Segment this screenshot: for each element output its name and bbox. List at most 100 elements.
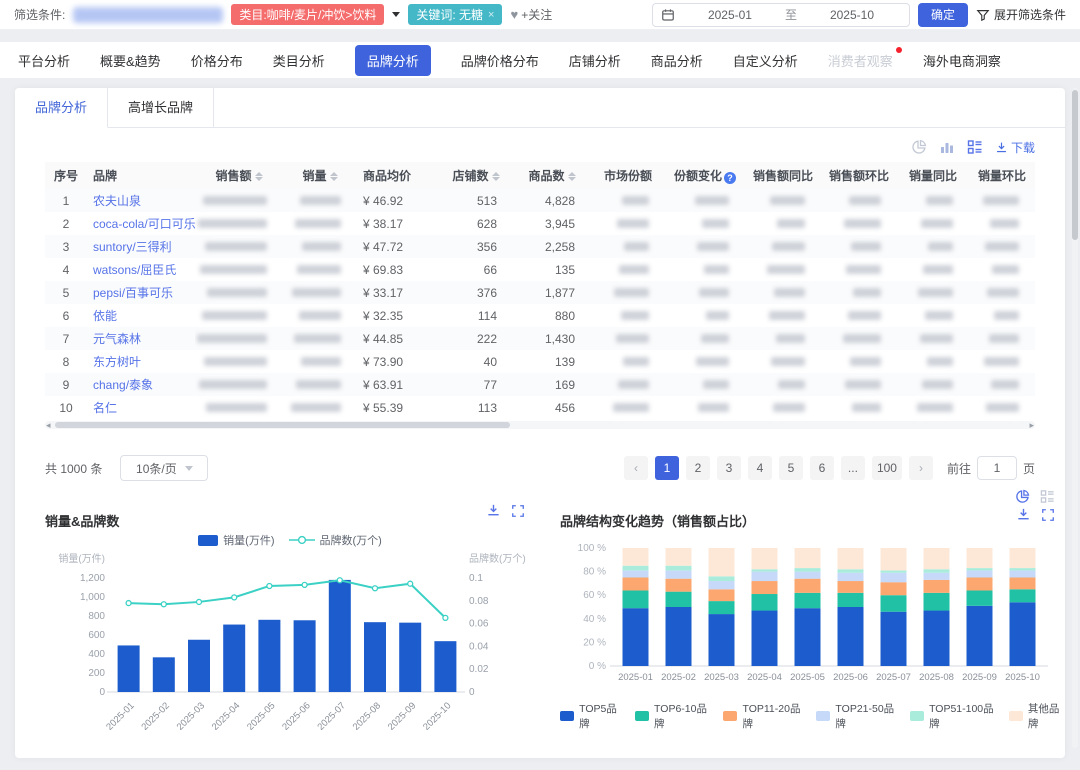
page-button[interactable]: 100 <box>872 456 902 480</box>
legend-item[interactable]: 其他品牌 <box>1009 701 1065 731</box>
column-header[interactable]: 商品数 <box>513 162 591 189</box>
page-button[interactable]: 1 <box>655 456 679 480</box>
chart-download-icon[interactable] <box>1016 507 1031 522</box>
nav-tab[interactable]: 概要&趋势 <box>100 51 161 70</box>
category-filter-tag[interactable]: 类目:咖啡/麦片/冲饮>饮料 <box>231 4 384 25</box>
brand-link[interactable]: suntory/三得利 <box>87 235 195 258</box>
pie-chart-icon[interactable] <box>1015 489 1030 504</box>
legend-item[interactable]: 销量(万件) <box>198 532 274 548</box>
nav-tab[interactable]: 价格分布 <box>191 51 243 70</box>
legend-item[interactable]: TOP51-100品牌 <box>910 701 996 731</box>
brand-link[interactable]: 东方树叶 <box>87 350 195 373</box>
page-button[interactable]: 5 <box>779 456 803 480</box>
nav-tab[interactable]: 海外电商洞察 <box>923 51 1001 70</box>
nav-tab[interactable]: 自定义分析 <box>733 51 798 70</box>
brand-link[interactable]: 农夫山泉 <box>87 189 195 212</box>
redacted-value <box>772 242 805 251</box>
page-button[interactable]: 2 <box>686 456 710 480</box>
nav-tab[interactable]: 消费者观察 <box>828 51 893 70</box>
legend-item[interactable]: TOP11-20品牌 <box>723 701 803 731</box>
svg-text:2025-05: 2025-05 <box>245 700 277 730</box>
cell-products: 880 <box>513 304 591 327</box>
legend-item[interactable]: 品牌数(万个) <box>289 532 382 548</box>
scroll-left-arrow-icon[interactable]: ◂ <box>46 420 51 431</box>
cell-products: 169 <box>513 373 591 396</box>
kanban-view-icon[interactable] <box>967 139 983 155</box>
brand-link[interactable]: chang/泰象 <box>87 373 195 396</box>
confirm-button[interactable]: 确定 <box>918 3 968 27</box>
brand-link[interactable]: pepsi/百事可乐 <box>87 281 195 304</box>
legend-item[interactable]: TOP21-50品牌 <box>816 701 897 731</box>
stacked-bars[interactable] <box>623 548 1036 666</box>
nav-tab[interactable]: 平台分析 <box>18 51 70 70</box>
scroll-right-arrow-icon[interactable]: ▸ <box>1029 420 1034 431</box>
sort-caret-icon[interactable] <box>492 172 500 181</box>
date-start-value[interactable]: 2025-01 <box>681 8 779 22</box>
pie-chart-view-icon[interactable] <box>911 139 927 155</box>
expand-filters-button[interactable]: 展开筛选条件 <box>976 6 1066 23</box>
svg-text:2025-06: 2025-06 <box>833 672 868 683</box>
scrollbar-thumb[interactable] <box>55 422 510 428</box>
nav-tab[interactable]: 商品分析 <box>651 51 703 70</box>
page-button[interactable]: 6 <box>810 456 834 480</box>
line-series[interactable] <box>126 578 448 621</box>
row-index: 2 <box>45 212 87 235</box>
svg-text:销量(万件): 销量(万件) <box>58 552 105 565</box>
prev-page-button[interactable]: ‹ <box>624 456 648 480</box>
sort-caret-icon[interactable] <box>568 172 576 181</box>
chart-download-icon[interactable] <box>486 503 501 518</box>
brand-link[interactable]: 元气森林 <box>87 327 195 350</box>
nav-tab[interactable]: 店铺分析 <box>569 51 621 70</box>
keyword-filter-tag[interactable]: 关键词: 无糖 × <box>408 4 502 25</box>
bar-series[interactable] <box>118 580 457 692</box>
redacted-cell <box>897 350 969 373</box>
goto-page-input[interactable] <box>977 456 1017 480</box>
keyword-tag-close-icon[interactable]: × <box>488 9 494 21</box>
page-vertical-scrollbar[interactable] <box>1072 88 1078 748</box>
redacted-cell <box>591 396 665 419</box>
sub-tab[interactable]: 高增长品牌 <box>108 88 214 127</box>
svg-text:2025-09: 2025-09 <box>386 700 418 730</box>
brand-link[interactable]: 依能 <box>87 304 195 327</box>
legend-item[interactable]: TOP5品牌 <box>560 701 622 731</box>
date-end-value[interactable]: 2025-10 <box>803 8 901 22</box>
download-button[interactable]: 下载 <box>995 139 1035 156</box>
page-size-select[interactable]: 10条/页 <box>120 455 208 481</box>
fullscreen-icon[interactable] <box>1041 508 1055 522</box>
svg-text:0.1: 0.1 <box>469 573 483 584</box>
svg-text:0.04: 0.04 <box>469 641 489 652</box>
sub-tab[interactable]: 品牌分析 <box>15 88 108 128</box>
nav-tab[interactable]: 类目分析 <box>273 51 325 70</box>
nav-tab[interactable]: 品牌分析 <box>355 45 431 76</box>
kanban-icon[interactable] <box>1040 489 1055 504</box>
date-range-picker[interactable]: 2025-01 至 2025-10 <box>652 3 910 27</box>
column-header[interactable]: 销量 <box>283 162 357 189</box>
info-icon[interactable]: ? <box>724 172 736 184</box>
legend-item[interactable]: TOP6-10品牌 <box>635 701 710 731</box>
column-header[interactable]: 店铺数 <box>439 162 513 189</box>
redacted-value <box>202 311 267 320</box>
table-horizontal-scrollbar[interactable]: ◂ ▸ <box>45 421 1035 429</box>
brand-link[interactable]: 名仁 <box>87 396 195 419</box>
redacted-filter-pill[interactable] <box>73 7 223 23</box>
page-button[interactable]: 4 <box>748 456 772 480</box>
follow-button[interactable]: ♥ +关注 <box>510 6 552 23</box>
table-row: 3suntory/三得利¥ 47.723562,258 <box>45 235 1035 258</box>
sort-caret-icon[interactable] <box>330 172 338 181</box>
page-button[interactable]: 3 <box>717 456 741 480</box>
brand-link[interactable]: coca-cola/可口可乐 <box>87 212 195 235</box>
redacted-cell <box>897 396 969 419</box>
next-page-button[interactable]: › <box>909 456 933 480</box>
bar-chart-view-icon[interactable] <box>939 139 955 155</box>
nav-tab[interactable]: 品牌价格分布 <box>461 51 539 70</box>
brand-link[interactable]: watsons/屈臣氏 <box>87 258 195 281</box>
sort-caret-icon[interactable] <box>255 172 263 181</box>
redacted-cell <box>195 212 283 235</box>
column-header[interactable]: 销售额 <box>195 162 283 189</box>
category-dropdown-caret-icon[interactable] <box>392 12 400 17</box>
charts-row: 销量&品牌数 销量(万件)品牌数(万个) 销量(万件)品牌数(万个)020040… <box>30 501 1050 733</box>
fullscreen-icon[interactable] <box>511 504 525 518</box>
ellipsis-pages[interactable]: ... <box>841 456 865 480</box>
scrollbar-thumb[interactable] <box>1072 90 1078 240</box>
redacted-cell <box>969 304 1035 327</box>
